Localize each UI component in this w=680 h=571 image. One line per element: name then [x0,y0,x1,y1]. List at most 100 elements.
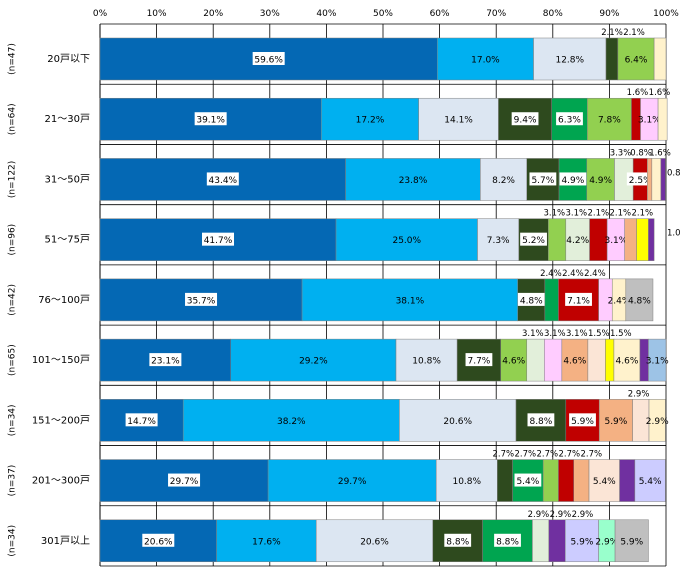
x-tick-label: 0% [93,9,108,19]
data-label-box [565,292,592,306]
x-tick-label: 50% [373,9,393,19]
sample-size-label: (n=64) [8,103,18,135]
small-data-label: 3.1% [566,329,588,339]
category-label: 31～50戸 [45,173,90,185]
bar-segment [614,519,649,563]
data-label: 29.2% [299,357,328,367]
data-label: 6.3% [558,116,581,126]
bar-segment [418,97,499,141]
bar-segment [586,158,615,201]
x-tick-label: 40% [316,9,336,19]
data-label: 3.1% [604,236,627,246]
data-label: 4.8% [628,296,651,306]
sample-size-label: (n=47) [8,43,18,75]
data-label-box [149,353,182,367]
data-label: 4.9% [561,176,584,186]
data-label: 5.4% [639,477,662,487]
bar-segment [301,278,518,322]
bar-segment [561,338,589,382]
small-data-label: 3.1% [522,329,544,339]
data-label: 7.3% [487,236,510,246]
data-label: 23.8% [399,176,428,186]
data-label: 35.7% [187,296,216,306]
small-data-label: 3.1% [565,209,587,219]
bar-segment [565,519,599,563]
data-label: 2.5% [629,176,652,186]
bar-segment [437,37,534,81]
data-label: 2.9% [646,417,669,427]
sample-size-label: (n=122) [8,161,18,198]
data-label-box [527,413,555,427]
bar-segment [613,338,641,382]
category-label: 76～100戸 [38,294,90,306]
small-data-label: 2.1% [623,28,645,38]
bar-segment [660,158,666,201]
bar-segment [587,97,632,141]
category-label: 151～200戸 [32,414,90,426]
data-label: 8.2% [492,176,515,186]
data-label: 2.9% [595,537,618,547]
data-label: 4.2% [566,236,589,246]
data-label: 17.0% [471,56,500,66]
category-label: 101～150戸 [32,354,90,366]
bar-segment [544,338,563,382]
small-data-label: 2.9% [572,510,594,520]
sample-size-label: (n=34) [8,525,18,557]
bar-segment [648,218,655,261]
data-label-box [168,473,201,487]
data-label: 38.1% [396,296,425,306]
bar-segment [533,37,607,81]
data-label: 4.6% [563,357,586,367]
bar-segment [480,158,528,201]
bar-segment [526,338,545,382]
x-tick-label: 90% [599,9,619,19]
data-label: 5.4% [516,477,539,487]
data-label: 43.4% [209,176,238,186]
x-tick-label: 100% [653,9,679,19]
data-label: 25.0% [392,236,421,246]
bar-segment [598,399,633,442]
data-label: 3.1% [638,116,661,126]
data-label: 4.9% [589,176,612,186]
small-data-label: 3.1% [544,329,566,339]
data-label: 8.8% [446,537,469,547]
data-label: 38.2% [277,417,306,427]
small-data-label: 1.6% [627,88,649,98]
bar-segment [647,158,653,201]
data-label: 5.2% [522,236,545,246]
sample-size-label: (n=34) [8,404,18,436]
small-data-label: 2.7% [581,450,603,460]
data-label: 6.4% [625,56,648,66]
bar-segment [315,519,434,563]
sample-size-label: (n=96) [8,224,18,256]
data-label-box [252,52,285,65]
small-data-label: 2.7% [537,450,559,460]
bar-segment [657,97,668,141]
bar-segment [651,158,662,201]
data-label: 9.4% [514,116,537,126]
data-label-box [142,533,175,547]
bar-segment [542,459,559,502]
data-label: 5.9% [571,417,594,427]
category-label: 301戸以上 [41,535,90,547]
data-label: 5.9% [571,537,594,547]
bar-segment [435,459,498,502]
data-label: 17.2% [356,116,385,126]
data-label: 14.7% [127,417,156,427]
small-data-label: 1.6% [649,148,671,158]
x-tick-label: 70% [486,9,506,19]
data-label: 7.7% [467,357,490,367]
bar-segment [624,218,637,261]
small-data-label: 3.1% [543,209,565,219]
small-data-label: 2.7% [493,450,515,460]
small-data-label: 2.4% [562,269,584,279]
data-label-box [520,232,547,246]
bar-segment [634,459,666,502]
data-label: 20.6% [144,537,173,547]
x-tick-label: 10% [147,9,167,19]
small-data-label: 1.5% [610,329,632,339]
data-label-box [569,413,596,427]
data-label-box [559,172,587,186]
small-data-label: 0.8% [630,148,652,158]
data-label: 5.7% [531,176,554,186]
